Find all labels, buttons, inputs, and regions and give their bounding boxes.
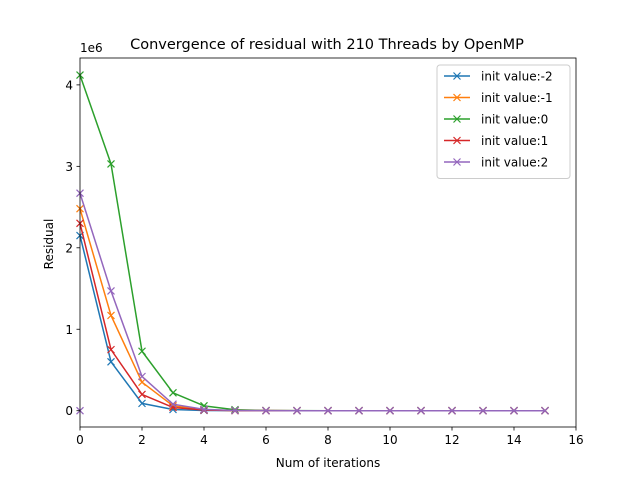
- y-scale-multiplier: 1e6: [80, 41, 103, 55]
- data-point: [448, 406, 456, 415]
- x-axis-label: Num of iterations: [276, 456, 380, 470]
- legend-label: init value:-1: [481, 91, 553, 105]
- legend-label: init value:-2: [481, 70, 553, 84]
- x-tick-label: 4: [200, 433, 208, 447]
- data-point: [479, 406, 487, 415]
- x-tick-label: 10: [382, 433, 397, 447]
- x-tick-label: 12: [444, 433, 459, 447]
- data-point: [138, 390, 146, 399]
- y-tick-label: 1: [65, 323, 73, 337]
- x-tick-label: 0: [76, 433, 84, 447]
- x-tick-label: 8: [324, 433, 332, 447]
- data-point: [417, 406, 425, 415]
- data-point: [169, 400, 177, 409]
- data-point: [293, 406, 301, 415]
- y-tick-label: 3: [65, 160, 73, 174]
- series-line-4: [79, 192, 545, 412]
- chart-title: Convergence of residual with 210 Threads…: [130, 37, 524, 53]
- data-point: [262, 406, 270, 415]
- y-axis-label: Residual: [42, 219, 56, 270]
- data-point: [510, 406, 518, 415]
- series-line-1: [79, 208, 545, 412]
- y-tick-label: 4: [65, 78, 73, 92]
- data-point: [107, 357, 115, 366]
- data-point: [138, 372, 146, 381]
- series-line-0: [79, 235, 545, 412]
- data-point: [107, 287, 115, 295]
- data-point: [107, 159, 115, 168]
- legend-marker: [453, 158, 461, 166]
- data-point: [231, 406, 239, 415]
- data-point: [324, 406, 332, 415]
- legend-marker: [453, 93, 461, 102]
- data-point: [138, 399, 146, 408]
- legend-marker: [453, 136, 461, 145]
- y-tick-label: 0: [65, 404, 73, 418]
- data-point: [107, 345, 115, 354]
- legend-label: init value:2: [481, 156, 548, 170]
- data-point: [200, 405, 208, 414]
- legend: init value:-2 init value:-1 init value:0 in…: [436, 64, 571, 179]
- legend-label: init value:1: [481, 134, 548, 148]
- x-tick-label: 14: [506, 433, 521, 447]
- data-point: [541, 406, 549, 415]
- y-tick-label: 2: [65, 241, 73, 255]
- data-point: [386, 406, 394, 415]
- x-tick-label: 16: [568, 433, 583, 447]
- legend-marker: [453, 115, 461, 123]
- legend-box: [436, 64, 571, 179]
- data-point: [138, 378, 146, 387]
- legend-marker: [453, 72, 461, 80]
- data-point: [107, 311, 115, 320]
- data-point: [355, 406, 363, 415]
- legend-label: init value:0: [481, 113, 548, 127]
- x-tick-label: 6: [262, 433, 270, 447]
- x-tick-label: 2: [138, 433, 146, 447]
- data-point: [138, 347, 146, 356]
- data-point: [169, 388, 177, 397]
